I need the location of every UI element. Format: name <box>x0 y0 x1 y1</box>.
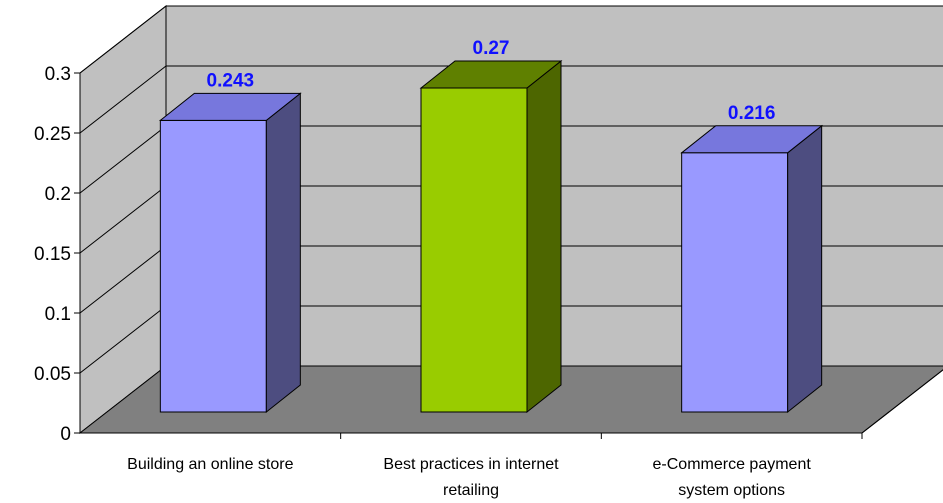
bar-top <box>158 92 302 121</box>
bars <box>158 59 824 414</box>
y-tick-label: 0.25 <box>34 124 71 145</box>
data-label: 0.216 <box>728 103 776 124</box>
gridline-side <box>79 305 167 374</box>
y-tick-label: 0.05 <box>34 364 71 385</box>
bar <box>680 124 824 414</box>
bar-front <box>420 87 528 413</box>
gridline-side <box>79 125 167 194</box>
gridline-side <box>79 245 167 314</box>
y-tick-label: 0.15 <box>34 244 71 265</box>
y-tick-label: 0.3 <box>45 64 71 85</box>
bar-top <box>419 60 563 89</box>
bar-side <box>526 59 562 414</box>
bar <box>158 92 302 414</box>
bar-side <box>787 124 823 414</box>
bar-top <box>680 125 824 154</box>
bar-front <box>159 119 267 413</box>
y-axis: 0 0.05 0.1 0.15 0.2 0.25 0.3 <box>34 64 943 445</box>
y-tick-label: 0 <box>60 424 71 445</box>
data-label: 0.27 <box>473 38 510 59</box>
category-label: Building an online store <box>127 456 293 473</box>
bar <box>419 59 563 414</box>
category-label: Best practices in internet <box>383 456 559 473</box>
category-label: system options <box>678 482 785 499</box>
gridline-side <box>79 65 167 134</box>
category-labels: Building an online store Best practices i… <box>127 433 863 499</box>
bar-front <box>681 152 789 413</box>
y-tick-label: 0.2 <box>45 184 71 205</box>
data-label: 0.243 <box>207 70 255 91</box>
category-label: retailing <box>443 482 499 499</box>
category-label: e-Commerce payment <box>653 456 812 473</box>
x-axis-depth-line <box>861 369 943 434</box>
bar-side <box>265 92 301 414</box>
y-tick-label: 0.1 <box>45 304 71 325</box>
data-labels: 0.243 0.27 0.216 <box>207 38 776 124</box>
gridline-side <box>79 185 167 254</box>
gridline-side <box>79 5 167 74</box>
